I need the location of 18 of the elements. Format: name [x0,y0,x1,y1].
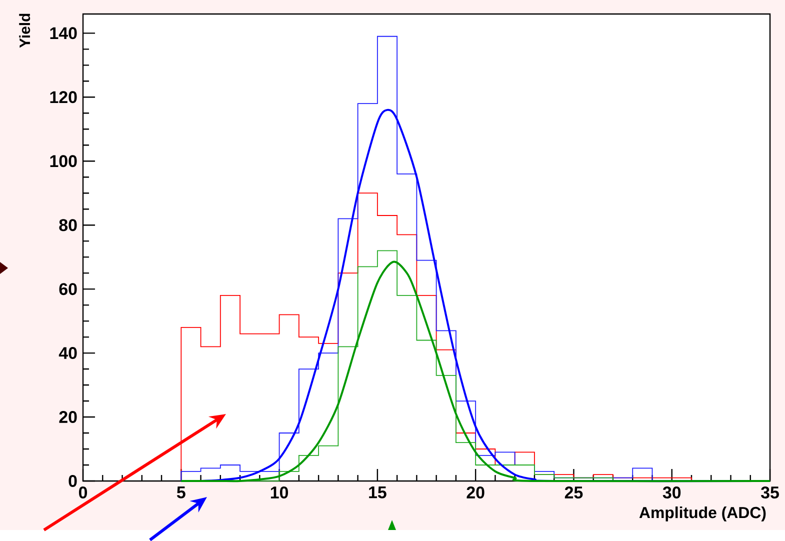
x-tick-label: 15 [369,486,386,498]
x-axis-title: Amplitude (ADC) [639,506,766,522]
x-tick-label: 10 [270,486,288,498]
x-tick-label: 20 [466,486,484,498]
y-tick-label: 40 [58,346,77,359]
x-tick-label: 30 [662,486,681,498]
x-tick-label: 35 [760,486,779,498]
y-tick-label: 120 [50,90,77,103]
x-tick-label: 25 [564,486,583,498]
y-tick-label: 0 [68,474,77,487]
y-tick-label: 60 [59,282,77,295]
y-axis-title: Yield [19,14,30,48]
y-tick-label: 100 [50,154,77,167]
y-tick-label: 80 [59,218,77,231]
x-tick-label: 5 [176,486,186,498]
y-tick-label: 140 [50,26,77,39]
x-tick-label: 0 [78,486,88,498]
y-tick-label: 20 [59,410,77,423]
